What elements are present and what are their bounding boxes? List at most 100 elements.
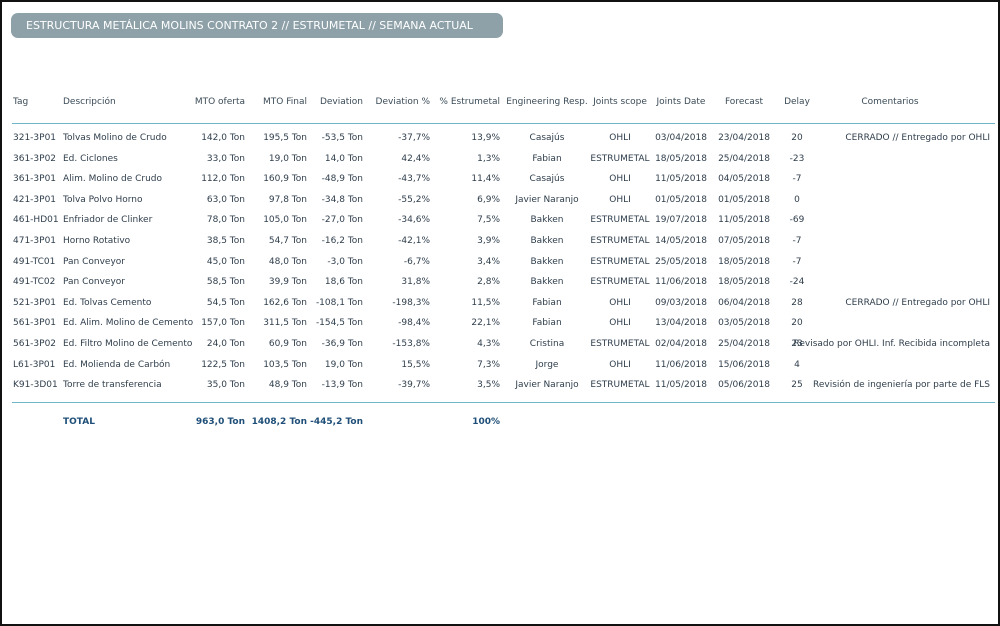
cell: 03/05/2018: [718, 318, 770, 329]
cell: -39,7%: [398, 380, 430, 391]
total-cell: 1408,2 Ton: [251, 417, 307, 427]
cell: 01/05/2018: [718, 194, 770, 205]
cell: 25: [791, 380, 803, 391]
cell: 461-HD01: [13, 215, 59, 226]
cell: -23: [789, 153, 805, 164]
column-header: Deviation: [319, 97, 363, 107]
cell: 23: [791, 339, 803, 349]
cell: 19,0 Ton: [268, 153, 307, 164]
cell: 122,5 Ton: [201, 359, 245, 370]
cell: Fabian: [532, 297, 562, 308]
cell: 112,0 Ton: [201, 174, 245, 185]
cell: 39,9 Ton: [268, 277, 307, 288]
title-bar: ESTRUCTURA METÁLICA MOLINS CONTRATO 2 //…: [11, 13, 503, 38]
cell: 28: [791, 297, 803, 308]
cell: OHLI: [609, 359, 631, 370]
cell: ESTRUMETAL: [590, 236, 650, 246]
column-header: Deviation %: [375, 97, 430, 107]
cell: OHLI: [609, 318, 631, 329]
cell: 35,0 Ton: [206, 380, 245, 391]
cell: 11/06/2018: [655, 277, 707, 288]
cell: 05/06/2018: [718, 380, 770, 391]
cell: -53,5 Ton: [321, 133, 363, 143]
cell: -108,1 Ton: [315, 297, 363, 308]
cell: 01/05/2018: [655, 194, 707, 205]
cell: 18,6 Ton: [324, 277, 363, 288]
cell: Pan Conveyor: [63, 256, 125, 267]
cell: -42,1%: [398, 236, 430, 246]
cell: -98,4%: [398, 318, 430, 329]
total-rule: [12, 402, 995, 403]
cell: 1,3%: [477, 153, 500, 164]
cell: 19,0 Ton: [324, 359, 363, 370]
cell: -153,8%: [392, 339, 430, 349]
cell: ESTRUMETAL: [590, 339, 650, 349]
cell: 105,0 Ton: [263, 215, 307, 226]
total-cell: TOTAL: [63, 417, 95, 427]
cell: -27,0 Ton: [321, 215, 363, 226]
total-cell: -445,2 Ton: [310, 417, 363, 427]
cell: 09/03/2018: [655, 297, 707, 308]
total-cell: 100%: [472, 417, 500, 427]
cell: 42,4%: [401, 153, 430, 164]
cell: 06/04/2018: [718, 297, 770, 308]
column-header: Descripción: [63, 97, 116, 107]
cell: -48,9 Ton: [321, 174, 363, 185]
cell: 13,9%: [471, 133, 500, 143]
cell: 491-TC01: [13, 256, 56, 267]
cell: 103,5 Ton: [263, 359, 307, 370]
cell: 13/04/2018: [655, 318, 707, 329]
column-header: Joints scope: [593, 97, 647, 107]
column-header: MTO Final: [263, 97, 307, 107]
cell: 11/06/2018: [655, 359, 707, 370]
cell: 19/07/2018: [655, 215, 707, 226]
cell: Ed. Alim. Molino de Cemento: [63, 318, 194, 329]
cell: L61-3P01: [13, 359, 56, 370]
column-header: Tag: [13, 97, 29, 107]
cell: 20: [791, 133, 803, 143]
cell: Revisado por OHLI. Inf. Recibida incompl…: [793, 339, 990, 349]
cell: 04/05/2018: [718, 174, 770, 185]
cell: -7: [792, 174, 802, 185]
cell: OHLI: [609, 297, 631, 308]
cell: Casajús: [529, 133, 565, 143]
cell: 18/05/2018: [718, 277, 770, 288]
cell: Ed. Filtro Molino de Cemento: [63, 339, 193, 349]
cell: 14,0 Ton: [324, 153, 363, 164]
cell: Alim. Molino de Crudo: [63, 174, 163, 185]
cell: Ed. Ciclones: [63, 153, 118, 164]
cell: -7: [792, 236, 802, 246]
cell: CERRADO // Entregado por OHLI: [845, 133, 990, 143]
cell: Bakken: [530, 277, 564, 288]
cell: 23/04/2018: [718, 133, 770, 143]
cell: Revisión de ingeniería por parte de FLS: [812, 380, 990, 391]
cell: 311,5 Ton: [263, 318, 307, 329]
cell: Ed. Tolvas Cemento: [63, 297, 152, 308]
cell: 521-3P01: [13, 297, 57, 308]
cell: K91-3D01: [13, 380, 58, 391]
cell: Bakken: [530, 256, 564, 267]
cell: 07/05/2018: [718, 236, 770, 246]
cell: 195,5 Ton: [263, 133, 307, 143]
header-rule: [12, 123, 995, 124]
cell: 3,5%: [477, 380, 500, 391]
cell: 02/04/2018: [655, 339, 707, 349]
cell: -24: [789, 277, 805, 288]
cell: ESTRUMETAL: [590, 380, 650, 391]
cell: 48,9 Ton: [268, 380, 307, 391]
cell: 321-3P01: [13, 133, 57, 143]
cell: 60,9 Ton: [268, 339, 307, 349]
cell: -37,7%: [398, 133, 430, 143]
cell: 78,0 Ton: [206, 215, 245, 226]
cell: Javier Naranjo: [515, 194, 579, 205]
cell: ESTRUMETAL: [590, 215, 650, 226]
cell: 3,9%: [477, 236, 500, 246]
cell: -36,9 Ton: [321, 339, 363, 349]
cell: 54,5 Ton: [206, 297, 245, 308]
cell: Pan Conveyor: [63, 277, 125, 288]
cell: CERRADO // Entregado por OHLI: [845, 297, 990, 308]
cell: Ed. Molienda de Carbón: [63, 359, 171, 370]
cell: 4: [794, 359, 800, 370]
cell: 11,4%: [471, 174, 500, 185]
